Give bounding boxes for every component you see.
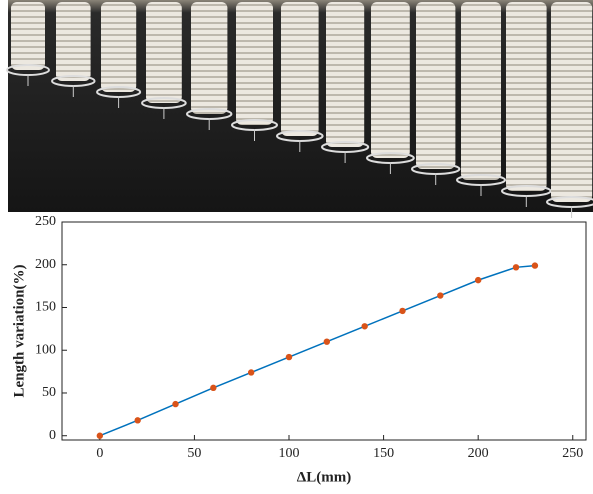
structure	[281, 2, 319, 136]
structure	[146, 2, 182, 103]
data-point	[247, 369, 255, 376]
data-point	[323, 338, 331, 345]
data-point	[512, 264, 520, 271]
data-point	[134, 417, 141, 424]
structure	[56, 2, 91, 81]
structure	[416, 2, 456, 169]
x-tick-label: 150	[373, 446, 394, 461]
data-line	[99, 264, 535, 437]
x-tick-label: 50	[187, 446, 201, 461]
x-tick-label: 200	[468, 446, 489, 461]
y-axis-label: Length variation(%)	[11, 265, 27, 398]
data-point	[399, 307, 406, 315]
structure	[191, 2, 228, 114]
structure	[506, 2, 547, 191]
data-point	[361, 323, 368, 330]
x-axis-label: ΔL(mm)	[297, 469, 351, 485]
y-tick-label: 0	[49, 428, 56, 443]
x-tick-label: 250	[562, 446, 583, 461]
data-point	[474, 276, 482, 284]
x-tick-label: 0	[96, 446, 103, 461]
data-point	[437, 292, 444, 299]
structure	[461, 2, 501, 180]
structure	[236, 2, 273, 125]
y-tick-label: 200	[35, 257, 56, 272]
data-point	[531, 262, 539, 269]
y-tick-label: 50	[42, 385, 56, 400]
structure	[101, 2, 137, 92]
photo-structures	[6, 2, 593, 218]
structure	[11, 2, 45, 70]
plot-frame	[61, 221, 587, 441]
data-point	[210, 384, 217, 392]
data-point	[285, 353, 293, 361]
x-tick-label: 100	[279, 446, 300, 461]
y-tick-label: 150	[35, 300, 56, 315]
data-point	[96, 432, 104, 439]
y-tick-label: 250	[35, 214, 56, 229]
structure	[371, 2, 410, 158]
structure	[326, 2, 365, 147]
y-tick-label: 100	[35, 342, 56, 357]
structure	[551, 2, 593, 202]
data-point	[172, 400, 179, 408]
